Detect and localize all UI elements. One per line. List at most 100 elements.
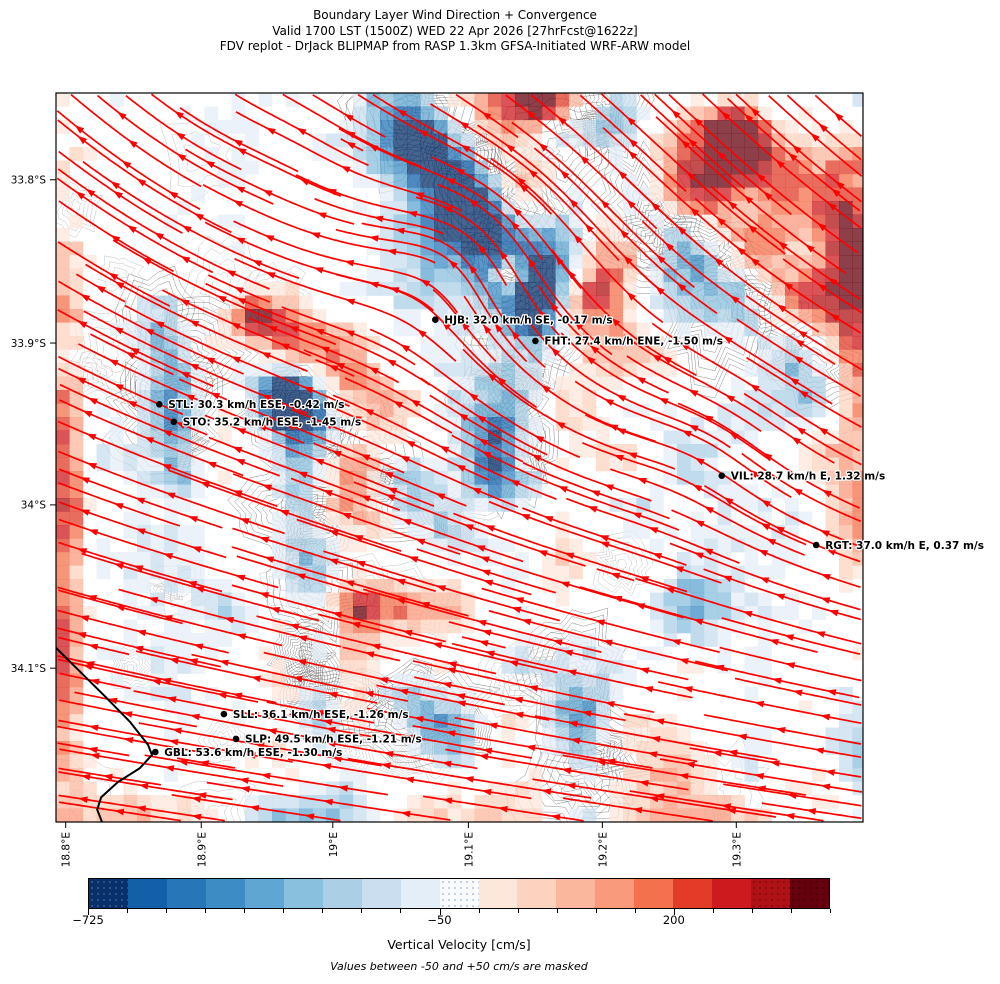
convergence-cell (339, 633, 354, 647)
convergence-cell (191, 633, 205, 647)
convergence-cell (353, 322, 367, 337)
contour-line (349, 748, 358, 758)
convergence-cell (474, 363, 489, 377)
convergence-cell (123, 444, 138, 458)
streamline-arrowhead (550, 302, 559, 312)
convergence-cell (771, 282, 786, 296)
convergence-cell (447, 498, 462, 512)
convergence-cell (177, 484, 192, 499)
streamline-arrowhead (80, 773, 91, 781)
convergence-cell (569, 93, 583, 107)
convergence-cell (771, 268, 786, 283)
streamline-arrowhead (567, 269, 577, 280)
convergence-cell (515, 403, 529, 418)
streamline-arrowhead (754, 700, 765, 708)
streamline-arrowhead (481, 788, 492, 796)
convergence-cell (150, 309, 165, 323)
contour-line (394, 757, 411, 770)
streamline-arrowhead (511, 606, 522, 614)
convergence-cell (191, 592, 205, 607)
convergence-cell (839, 336, 853, 350)
convergence-cell (434, 457, 448, 472)
streamline-arrowhead (205, 357, 216, 365)
streamline-arrowhead (230, 322, 241, 330)
streamline-arrowhead (420, 279, 431, 287)
streamline-arrowhead (834, 112, 844, 122)
contour-line (210, 271, 232, 299)
streamline-arrowhead (797, 330, 808, 339)
colorbar-segment (322, 879, 362, 908)
convergence-cell (461, 133, 475, 148)
streamline-arrowhead (636, 376, 646, 385)
streamline-arrowhead (177, 759, 188, 766)
convergence-cell (420, 106, 435, 121)
colorbar-tick-mark (439, 909, 441, 915)
streamline-arrowhead (589, 345, 600, 354)
contour-line (527, 115, 597, 194)
colorbar-ticks (88, 909, 831, 916)
streamline-arrowhead (662, 356, 672, 364)
convergence-cell (569, 241, 583, 256)
contour-line (293, 646, 309, 661)
convergence-cell (825, 322, 840, 337)
convergence-cell (771, 174, 786, 188)
convergence-cell (852, 160, 863, 175)
streamline-arrowhead (827, 277, 838, 286)
convergence-cell (285, 579, 300, 593)
convergence-cell (839, 241, 853, 256)
streamline-arrowhead (262, 484, 273, 491)
streamline-arrowhead (353, 535, 364, 542)
streamline-arrowhead (95, 285, 106, 294)
colorbar-tick-mark (361, 909, 363, 913)
streamline-arrowhead (648, 795, 659, 803)
convergence-cell (177, 565, 192, 580)
convergence-cell (488, 214, 502, 229)
convergence-cell (447, 309, 462, 323)
convergence-cell (434, 295, 448, 310)
convergence-cell (245, 754, 259, 769)
convergence-cell (474, 714, 489, 728)
convergence-cell (798, 282, 813, 296)
streamline-arrowhead (78, 796, 88, 803)
convergence-cell (852, 700, 863, 715)
contour-line (57, 181, 98, 232)
convergence-cell (717, 592, 732, 607)
convergence-cell (83, 754, 97, 769)
convergence-cell (663, 309, 678, 323)
streamline-arrowhead (810, 133, 820, 142)
convergence-cell (515, 214, 529, 229)
convergence-cell (704, 255, 718, 269)
convergence-cell (812, 147, 826, 161)
streamline-arrowhead (236, 148, 247, 156)
convergence-cell (596, 430, 610, 445)
convergence-cell (528, 768, 543, 782)
convergence-cell (69, 808, 84, 822)
convergence-cell (812, 471, 826, 485)
convergence-cell (582, 282, 597, 296)
streamline-arrowhead (761, 499, 771, 508)
convergence-cell (150, 390, 165, 404)
convergence-cell (596, 268, 610, 283)
convergence-cell (542, 214, 556, 229)
convergence-cell (272, 322, 286, 337)
streamline-arrowhead (322, 719, 333, 726)
convergence-cell (434, 808, 448, 822)
streamline-arrowhead (561, 767, 572, 774)
convergence-cell (515, 309, 529, 323)
convergence-cell (434, 714, 448, 728)
convergence-cell (501, 390, 516, 404)
convergence-cell (515, 795, 529, 809)
convergence-cell (542, 349, 556, 364)
streamline-arrowhead (175, 422, 186, 429)
chart-subtitle-model: FDV replot - DrJack BLIPMAP from RASP 1.… (219, 39, 691, 53)
convergence-cell (515, 376, 529, 391)
convergence-cell (434, 336, 448, 350)
colorbar-segment (595, 879, 635, 908)
convergence-cell (798, 781, 813, 796)
streamline-arrowhead (766, 538, 777, 546)
convergence-cell (825, 147, 840, 161)
streamline-arrowhead (828, 609, 839, 617)
streamline-arrowhead (750, 107, 760, 117)
convergence-cell (555, 106, 570, 121)
convergence-cell (488, 795, 502, 809)
